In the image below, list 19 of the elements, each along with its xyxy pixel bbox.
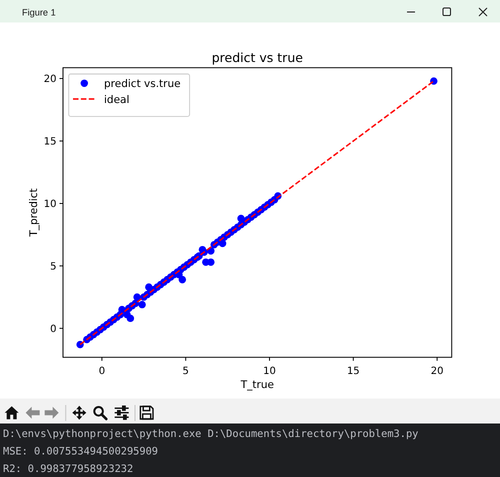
y-tick-label: 5 (50, 261, 56, 272)
text: R2: 0.998377958923232 (3, 462, 134, 475)
legend-label: ideal (104, 94, 130, 106)
x-tick-label: 5 (182, 366, 189, 377)
x-tick-label: 10 (263, 366, 276, 377)
text: D:\envs\pythonproject\python.exe D:\Documents\directory\problem3.py (3, 428, 418, 440)
y-tick-label: 20 (44, 74, 56, 86)
x-tick-label: 20 (430, 366, 444, 377)
x-axis-title: T_true (240, 379, 274, 391)
chart-title: predict vs true (212, 50, 304, 65)
y-tick-label: 15 (44, 136, 56, 148)
caption: Figure 1 (22, 7, 56, 18)
x-tick-label: 15 (346, 366, 360, 377)
x-tick-label: 0 (98, 366, 106, 377)
y-tick-label: 0 (50, 324, 56, 335)
y-axis-title: T_predict (28, 188, 40, 238)
text: MSE: 0.007553494500295909 (3, 445, 158, 458)
legend-label: predict vs.true (104, 78, 181, 90)
y-tick-label: 10 (44, 199, 56, 210)
